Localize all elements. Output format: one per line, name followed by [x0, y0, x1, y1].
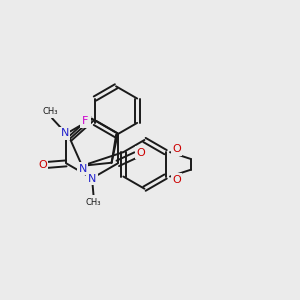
Text: N: N	[61, 128, 69, 138]
Bar	[171, 173, 182, 186]
Text: O: O	[38, 160, 47, 170]
Bar	[59, 127, 70, 140]
Text: O: O	[172, 175, 181, 184]
Bar	[86, 172, 98, 185]
Bar	[37, 158, 48, 171]
Bar	[80, 115, 91, 128]
Text: CH₃: CH₃	[86, 197, 101, 206]
Bar	[135, 146, 147, 159]
Bar	[77, 162, 88, 175]
Text: O: O	[136, 148, 145, 158]
Bar	[42, 105, 59, 118]
Text: O: O	[172, 144, 181, 154]
Text: F: F	[82, 116, 88, 126]
Text: N: N	[78, 164, 87, 174]
Bar	[85, 196, 102, 208]
Text: CH₃: CH₃	[43, 107, 58, 116]
Text: N: N	[88, 174, 96, 184]
Bar	[171, 142, 182, 156]
